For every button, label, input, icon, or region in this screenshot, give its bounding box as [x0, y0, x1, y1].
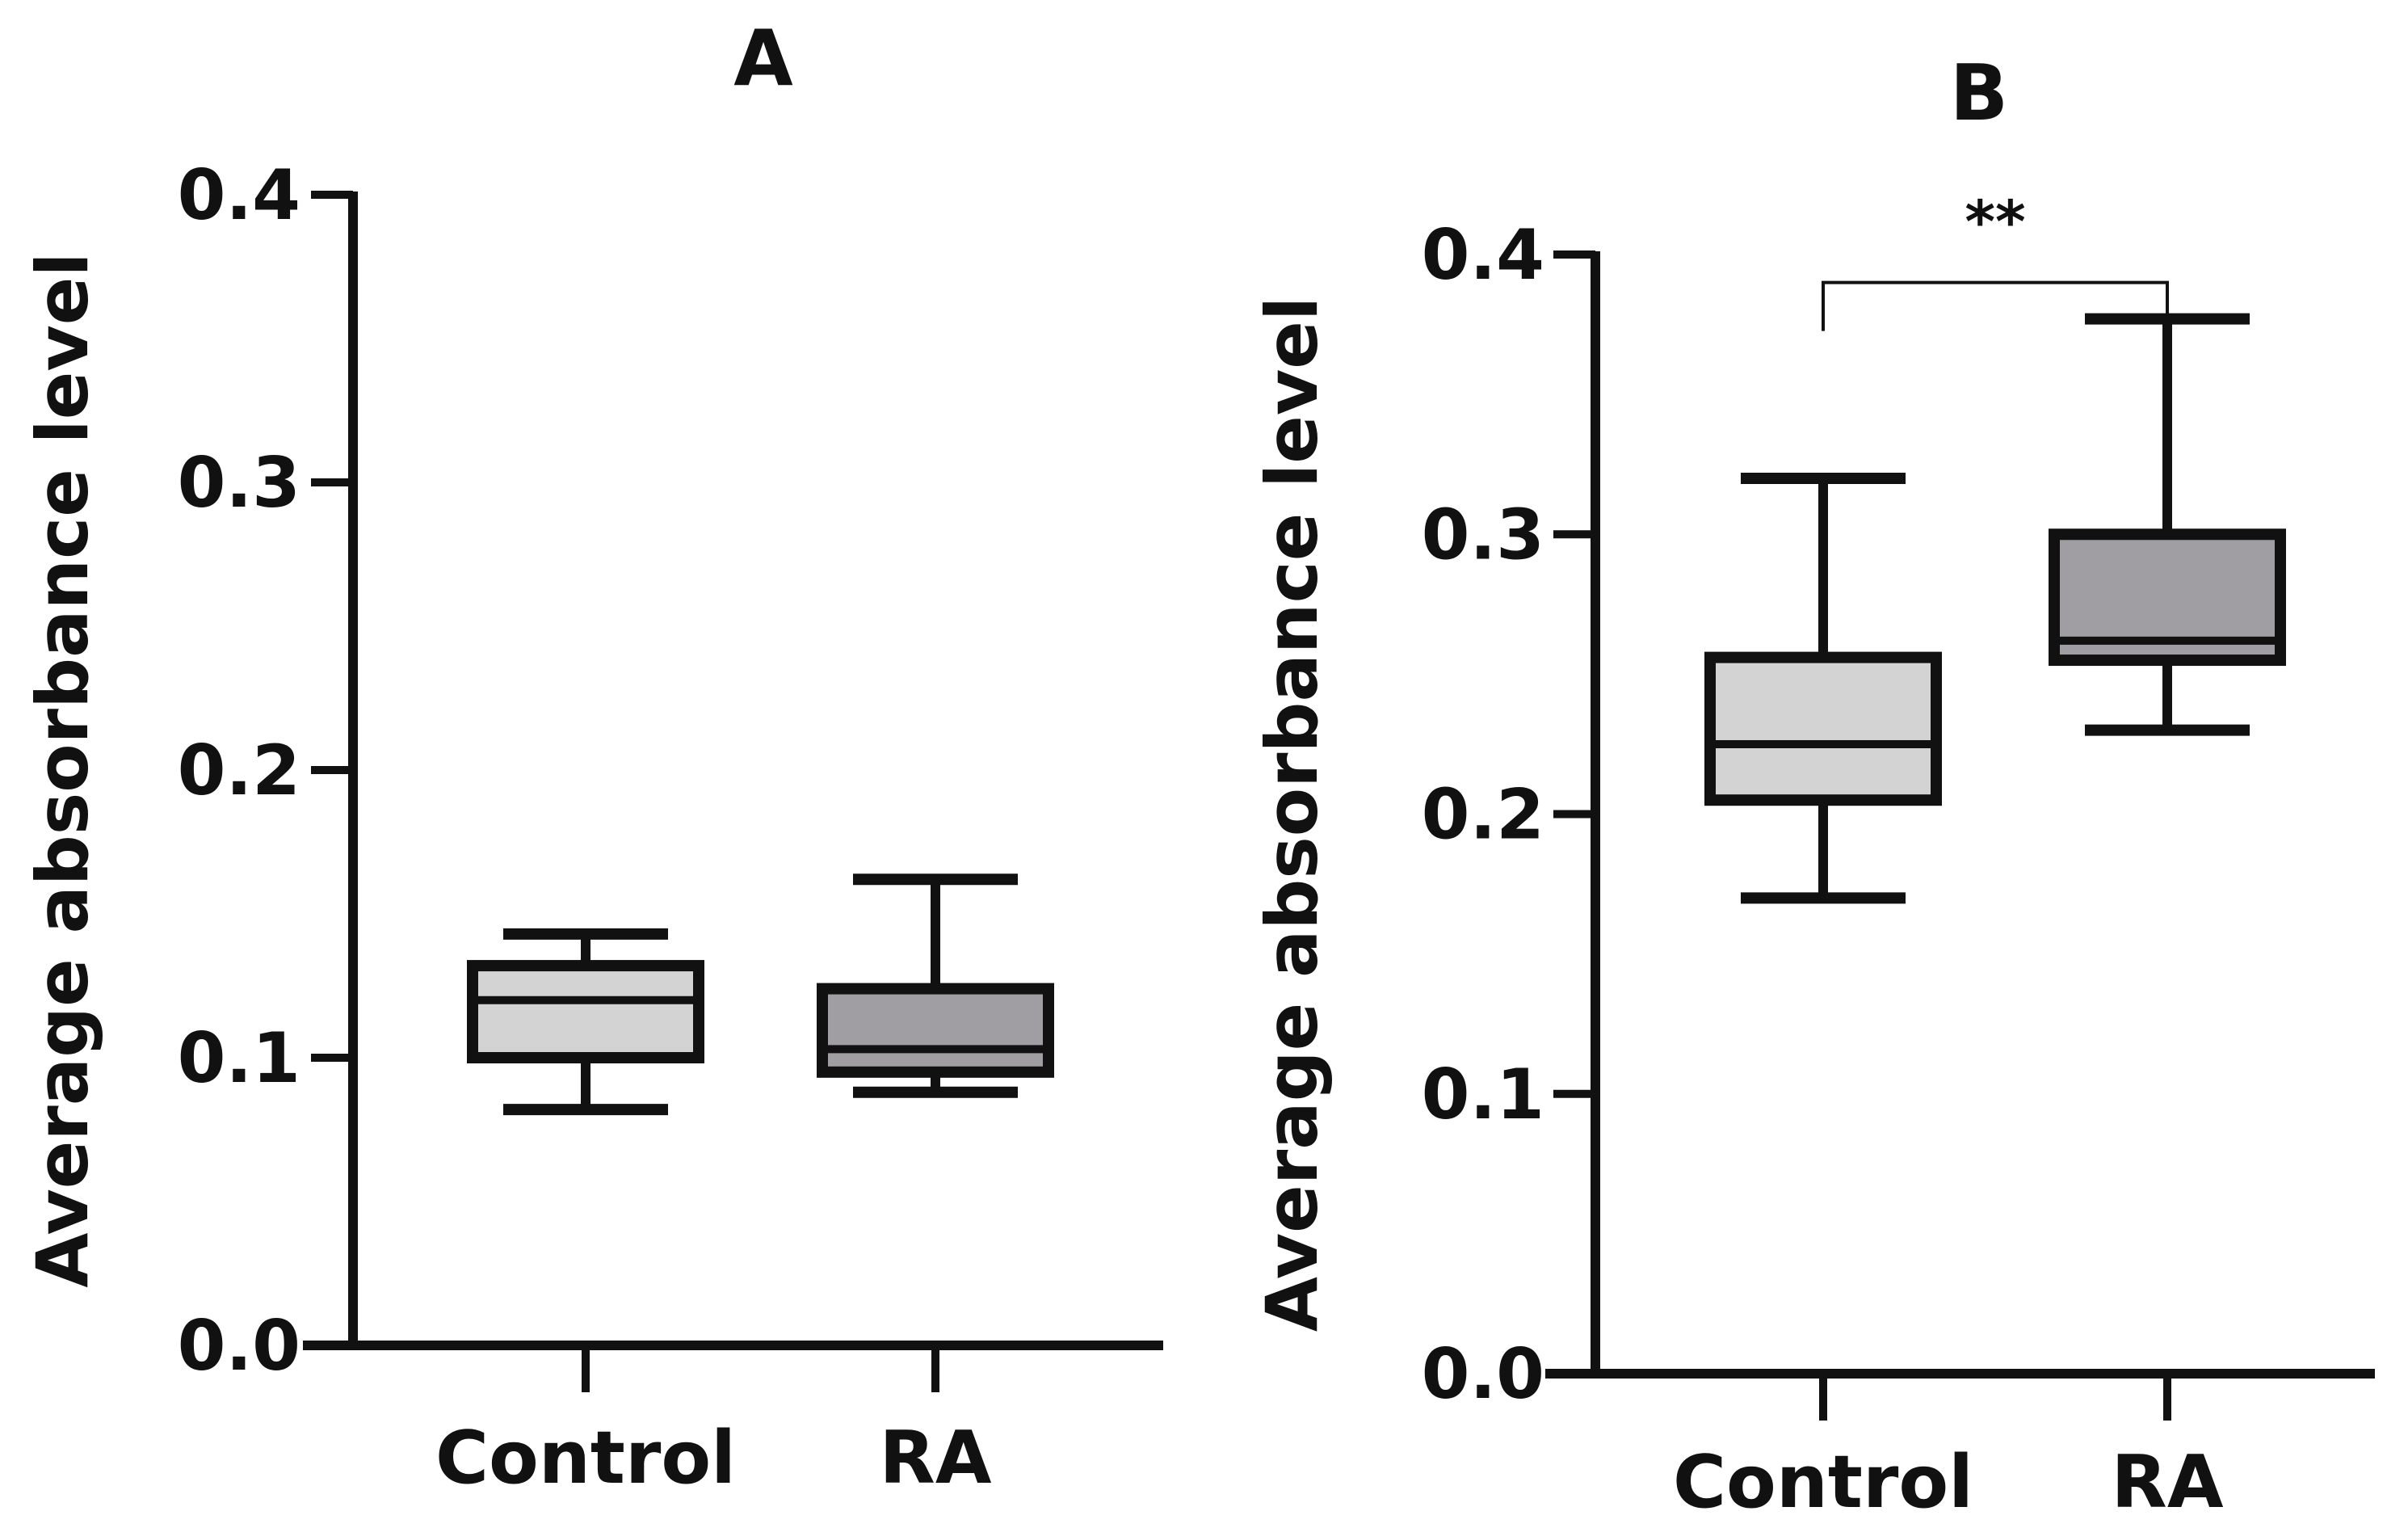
iqr-box [817, 983, 1054, 1078]
y-axis-label: Average absorbance level [1250, 297, 1334, 1332]
y-tick-label: 0.0 [1422, 1334, 1544, 1415]
x-tick-label: Control [435, 1416, 736, 1501]
significance-label: ** [1965, 188, 2025, 256]
box-ra [817, 873, 1054, 1098]
y-tick-label: 0.4 [1422, 215, 1544, 296]
panel-label: A [733, 15, 793, 103]
y-tick-label: 0.1 [1422, 1054, 1544, 1135]
iqr-box [1704, 651, 1942, 806]
y-tick-label: 0.4 [178, 155, 300, 236]
y-tick-label: 0.0 [178, 1306, 300, 1387]
y-tick-label: 0.2 [1422, 775, 1544, 856]
box-control [467, 928, 704, 1116]
bracket-line [1822, 280, 2169, 331]
x-tick-label: RA [880, 1416, 992, 1501]
y-axis-label: Average absorbance level [21, 252, 104, 1287]
y-tick-label: 0.3 [178, 443, 300, 524]
iqr-box [467, 960, 704, 1063]
x-tick-label: Control [1673, 1440, 1973, 1524]
panel-a: A Average absorbance level 0.0 0.1 0.2 0.3 0.4… [21, 15, 1163, 1501]
x-tick-label: RA [2112, 1440, 2224, 1524]
box-control [1704, 473, 1942, 904]
y-tick-label: 0.3 [1422, 495, 1544, 575]
y-tick-label: 0.1 [178, 1018, 300, 1099]
significance-bracket: ** [1822, 188, 2169, 331]
y-tick-label: 0.2 [178, 730, 300, 811]
box-ra [2049, 313, 2286, 736]
panel-label: B [1950, 49, 2008, 138]
panel-b: B Average absorbance level 0.0 0.1 0.2 0.3 0.4… [1250, 49, 2375, 1525]
